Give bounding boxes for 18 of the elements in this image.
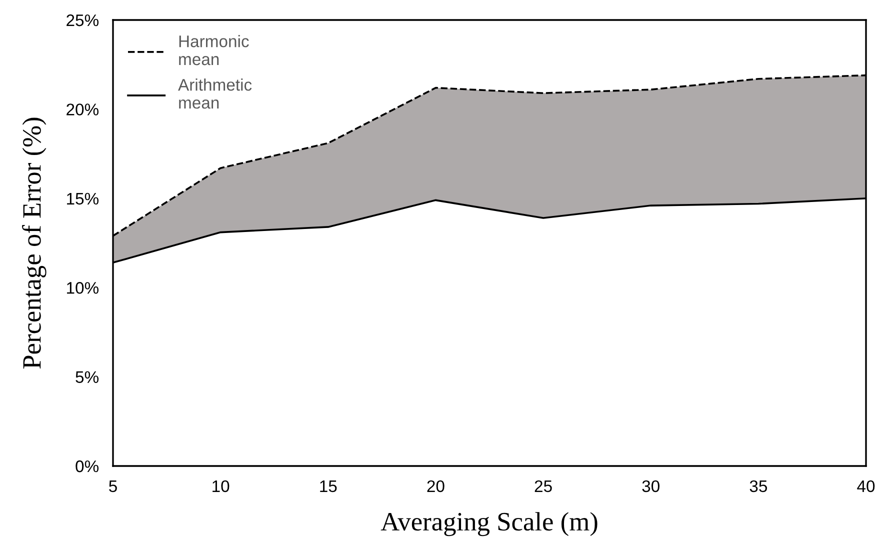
y-tick-label: 0% xyxy=(76,460,99,472)
y-tick-label: 25% xyxy=(66,14,99,26)
x-axis-title: Averaging Scale (m) xyxy=(380,512,598,536)
y-axis-title: Percentage of Error (%) xyxy=(22,118,46,369)
x-tick-label: 10 xyxy=(212,480,230,492)
x-tick-label: 40 xyxy=(857,480,875,492)
y-tick-label: 5% xyxy=(76,371,99,384)
y-tick-label: 15% xyxy=(67,192,99,205)
legend-label: Arithmetic mean xyxy=(178,78,252,109)
x-tick-label: 5 xyxy=(109,480,117,492)
x-tick-label: 35 xyxy=(750,480,767,492)
y-tick-label: 20% xyxy=(66,104,99,116)
y-tick-label: 10% xyxy=(67,282,99,294)
x-tick-label: 15 xyxy=(320,480,337,492)
legend-label: Harmonic mean xyxy=(179,35,249,66)
x-tick-label: 30 xyxy=(642,480,660,492)
x-tick-label: 20 xyxy=(427,480,444,492)
x-tick-label: 25 xyxy=(534,480,552,492)
